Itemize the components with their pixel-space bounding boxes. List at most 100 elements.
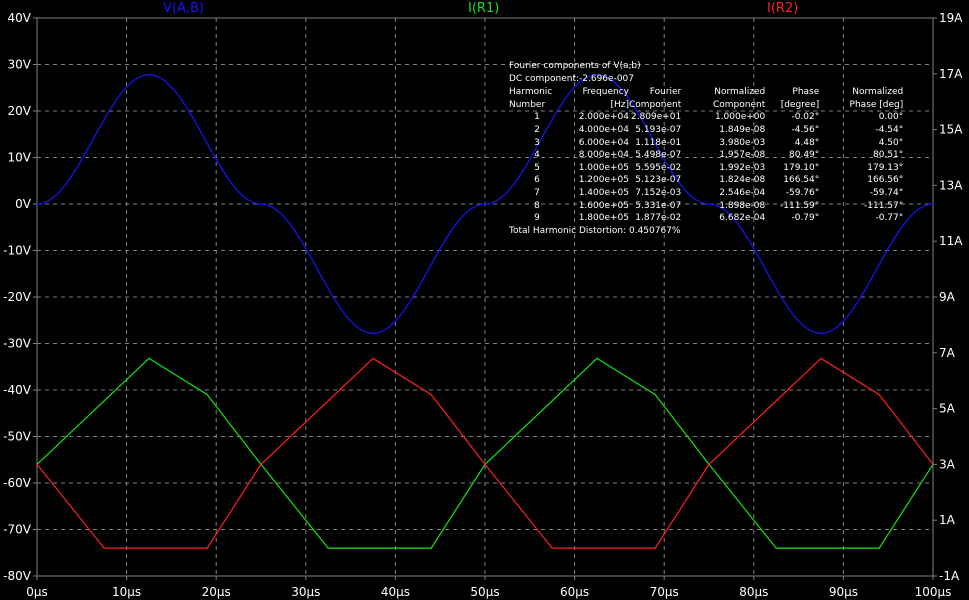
y-left-tick-label: -80V bbox=[3, 569, 32, 583]
fourier-thd: Total Harmonic Distortion: 0.450767% bbox=[509, 225, 681, 236]
fourier-row: 7 1.400e+05 7.152e-03 2.546e-04 -59.76° -59.7… bbox=[509, 187, 903, 200]
data-point bbox=[430, 394, 432, 396]
fourier-cell: Phase [deg] bbox=[849, 99, 904, 110]
y-left-tick-label: -10V bbox=[3, 244, 32, 258]
fourier-cell: 5 bbox=[534, 162, 540, 173]
fourier-cell: 2.000e+04 bbox=[578, 112, 629, 123]
fourier-cell: 5.498e-07 bbox=[635, 150, 682, 161]
fourier-cell: Normalized bbox=[714, 87, 766, 98]
fourier-cell: 80.49° bbox=[789, 150, 820, 161]
data-point bbox=[372, 357, 374, 359]
fourier-cell: 1.118e-01 bbox=[635, 137, 682, 148]
data-point bbox=[878, 547, 880, 549]
y-left-tick-label: -40V bbox=[3, 383, 32, 397]
data-point bbox=[372, 332, 374, 334]
fourier-title: Fourier components of V(a,b) bbox=[509, 61, 641, 71]
data-point bbox=[103, 547, 105, 549]
legend-vab[interactable]: V(A,B) bbox=[163, 1, 204, 16]
data-point bbox=[430, 547, 432, 549]
plot-frame bbox=[36, 17, 934, 577]
fourier-cell: 1.200e+05 bbox=[578, 175, 629, 186]
data-point bbox=[932, 463, 934, 465]
y-right-tick-label: 5A bbox=[939, 402, 956, 416]
fourier-cell: 179.10° bbox=[783, 162, 820, 173]
legend-ir2[interactable]: I(R2) bbox=[767, 1, 799, 16]
data-point bbox=[708, 463, 710, 465]
data-point bbox=[484, 203, 486, 205]
fourier-cell: [degree] bbox=[780, 99, 820, 110]
fourier-cell: -59.74° bbox=[869, 187, 904, 198]
fourier-cell: 2 bbox=[534, 124, 540, 135]
fourier-header-row: Number [Hz] Component Component [degree] Phas… bbox=[509, 99, 903, 112]
fourier-cell: -59.76° bbox=[785, 187, 820, 198]
fourier-cell: 179.13° bbox=[867, 162, 904, 173]
y-left-tick-label: 30V bbox=[8, 58, 32, 72]
y-left-tick-label: -50V bbox=[3, 430, 32, 444]
fourier-cell: Normalized bbox=[852, 87, 904, 98]
fourier-cell: 1.800e+05 bbox=[578, 213, 629, 224]
fourier-cell: 1.992e-03 bbox=[719, 162, 766, 173]
x-tick-label: 100µs bbox=[915, 585, 952, 599]
fourier-cell: -0.79° bbox=[791, 213, 820, 224]
x-tick-label: 0µs bbox=[26, 585, 48, 599]
data-point bbox=[775, 547, 777, 549]
fourier-cell: 2.809e+01 bbox=[630, 112, 682, 123]
fourier-cell: -111.59° bbox=[780, 200, 820, 211]
y-left-tick-label: 20V bbox=[8, 104, 32, 118]
y-left-tick-label: 10V bbox=[8, 151, 32, 165]
data-point bbox=[148, 74, 150, 76]
y-right-tick-label: 13A bbox=[939, 178, 963, 192]
fourier-row: 9 1.800e+05 1.877e-02 6.682e-04 -0.79° -0.77° bbox=[509, 212, 903, 225]
y-left-tick-label: -20V bbox=[3, 290, 32, 304]
fourier-cell: 0.00° bbox=[878, 112, 904, 123]
data-point bbox=[878, 394, 880, 396]
data-point bbox=[260, 203, 262, 205]
data-point bbox=[654, 394, 656, 396]
data-point bbox=[596, 74, 598, 76]
x-tick-label: 60µs bbox=[560, 585, 589, 599]
y-right-tick-label: -1A bbox=[939, 569, 960, 583]
data-point bbox=[206, 394, 208, 396]
fourier-cell: 1.877e-02 bbox=[635, 213, 682, 224]
data-point bbox=[327, 547, 329, 549]
fourier-cell: Fourier bbox=[649, 87, 682, 98]
fourier-cell: 1 bbox=[534, 112, 540, 123]
fourier-cell: 1.000e+00 bbox=[714, 112, 766, 123]
x-tick-label: 10µs bbox=[112, 585, 141, 599]
y-right-tick-label: 9A bbox=[939, 290, 956, 304]
fourier-cell: 3 bbox=[534, 137, 540, 148]
fourier-row: 1 2.000e+04 2.809e+01 1.000e+00 -0.02° 0.00° bbox=[509, 111, 903, 124]
series-i-r2 bbox=[36, 357, 934, 549]
fourier-cell: 1.000e+05 bbox=[578, 162, 629, 173]
series-v-a-b bbox=[36, 74, 934, 334]
y-right-tick-label: 17A bbox=[939, 67, 963, 81]
data-point bbox=[932, 203, 934, 205]
legend-ir1[interactable]: I(R1) bbox=[468, 1, 500, 16]
fourier-row: 4 8.000e+04 5.498e-07 1.957e-08 80.49° 80.51° bbox=[509, 149, 903, 162]
fourier-cell: Phase bbox=[792, 87, 820, 98]
y-right-tick-label: 11A bbox=[939, 234, 963, 248]
traces bbox=[36, 74, 934, 549]
fourier-row: 3 6.000e+04 1.118e-01 3.980e-03 4.48° 4.50° bbox=[509, 137, 903, 150]
fourier-cell: Number bbox=[509, 99, 546, 110]
fourier-cell: 4.000e+04 bbox=[578, 124, 629, 135]
fourier-cell: 1.824e-08 bbox=[719, 175, 766, 186]
data-point bbox=[654, 547, 656, 549]
fourier-cell: 80.51° bbox=[873, 150, 904, 161]
fourier-cell: 4.48° bbox=[794, 137, 820, 148]
fourier-header-row: Harmonic Frequency Fourier Normalized Phase N… bbox=[509, 86, 903, 99]
fourier-cell: 166.54° bbox=[783, 175, 820, 186]
fourier-cell: Frequency bbox=[582, 87, 630, 98]
data-point bbox=[260, 463, 262, 465]
data-point bbox=[551, 547, 553, 549]
x-tick-label: 20µs bbox=[202, 585, 231, 599]
x-tick-label: 70µs bbox=[650, 585, 679, 599]
data-point bbox=[36, 463, 38, 465]
y-right-tick-label: 3A bbox=[939, 457, 956, 471]
fourier-cell: -0.02° bbox=[791, 112, 820, 123]
y-left-tick-label: -60V bbox=[3, 476, 32, 490]
fourier-cell: 5.123e-07 bbox=[635, 175, 682, 186]
fourier-cell: -4.56° bbox=[791, 124, 820, 135]
data-point bbox=[36, 203, 38, 205]
